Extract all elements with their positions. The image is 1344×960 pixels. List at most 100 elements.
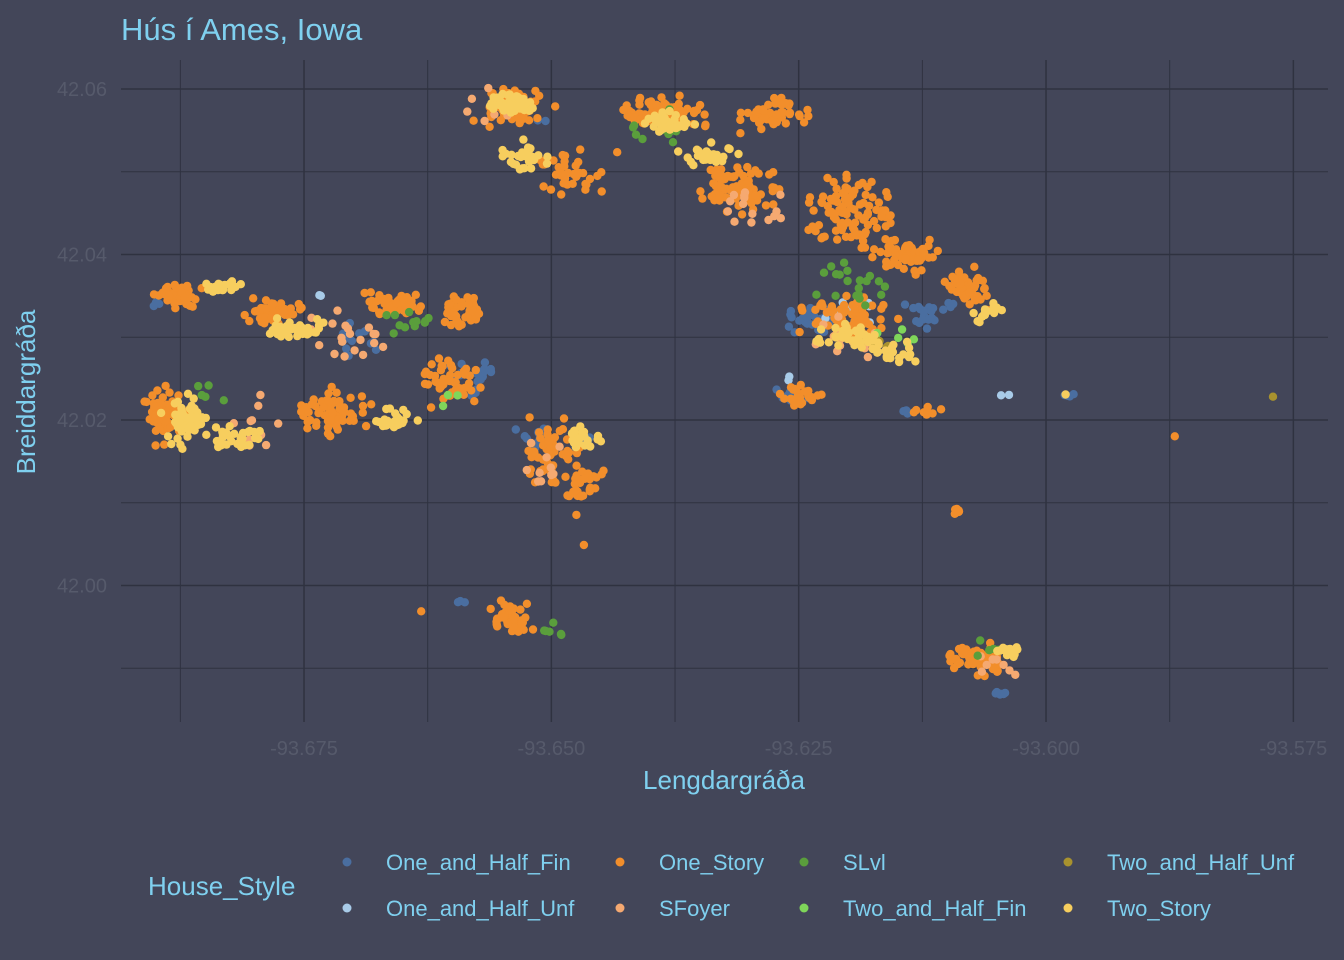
data-point xyxy=(249,294,258,303)
data-point xyxy=(493,93,503,102)
data-point xyxy=(579,540,589,550)
data-point xyxy=(180,293,189,303)
data-point xyxy=(332,388,341,397)
data-point xyxy=(293,328,303,338)
data-point xyxy=(326,416,335,425)
data-point xyxy=(453,391,462,400)
data-point xyxy=(876,315,885,324)
data-point xyxy=(350,346,359,355)
data-point xyxy=(304,408,313,417)
data-point xyxy=(829,196,838,205)
data-point xyxy=(528,625,538,634)
data-point xyxy=(525,413,534,422)
data-point xyxy=(869,245,879,254)
data-point xyxy=(463,107,472,116)
data-point xyxy=(880,282,890,291)
data-point xyxy=(613,148,622,157)
legend-key-dot xyxy=(342,857,352,867)
data-point xyxy=(776,214,785,223)
data-point xyxy=(148,391,157,400)
data-point xyxy=(161,381,170,391)
data-point xyxy=(830,210,839,219)
data-point xyxy=(250,307,260,316)
legend-label: One_and_Half_Fin xyxy=(386,850,571,875)
data-point xyxy=(828,308,837,317)
data-point xyxy=(449,308,458,317)
data-point xyxy=(833,235,842,244)
data-point xyxy=(324,389,333,398)
data-point xyxy=(859,215,868,224)
data-point xyxy=(882,257,891,266)
data-point xyxy=(851,326,861,335)
data-point xyxy=(706,154,715,164)
data-point xyxy=(261,440,271,450)
data-point xyxy=(819,268,829,277)
data-point xyxy=(501,103,510,112)
legend-label: One_and_Half_Unf xyxy=(386,896,575,921)
ticks-layer: -93.675 -93.650 -93.625 -93.600 -93.575 42.00… xyxy=(57,79,1327,760)
data-point xyxy=(314,407,324,417)
data-point xyxy=(806,394,815,403)
data-point xyxy=(823,173,832,183)
legend-label: SFoyer xyxy=(659,896,730,921)
data-point xyxy=(549,469,558,479)
data-point xyxy=(597,187,606,196)
data-point xyxy=(164,291,174,300)
data-point xyxy=(533,114,542,123)
data-point xyxy=(883,248,892,258)
data-point xyxy=(197,390,206,400)
data-point xyxy=(542,159,552,168)
data-point xyxy=(256,390,265,400)
data-point xyxy=(303,417,312,426)
data-point xyxy=(560,162,569,171)
data-point xyxy=(297,303,306,312)
data-point xyxy=(855,276,865,285)
data-point xyxy=(426,403,436,412)
data-point xyxy=(890,236,899,245)
data-point xyxy=(709,179,718,188)
data-point xyxy=(523,143,533,152)
data-point xyxy=(151,441,160,450)
legend-label: Two_Story xyxy=(1107,896,1211,921)
data-point xyxy=(315,341,324,350)
data-point xyxy=(838,333,847,342)
data-point xyxy=(172,419,181,429)
data-point xyxy=(780,394,789,403)
data-point xyxy=(809,206,818,215)
data-point xyxy=(191,413,201,422)
data-point xyxy=(161,284,171,293)
data-point xyxy=(695,100,705,110)
data-point xyxy=(715,168,724,177)
data-point xyxy=(843,266,852,275)
data-point xyxy=(414,306,424,315)
data-point xyxy=(280,306,289,315)
data-point xyxy=(910,266,919,275)
data-point xyxy=(274,419,283,428)
data-point xyxy=(689,161,698,170)
data-point xyxy=(996,391,1006,400)
data-point xyxy=(417,607,426,616)
data-point xyxy=(854,284,863,293)
data-point xyxy=(480,116,489,126)
data-point xyxy=(652,100,661,110)
data-point xyxy=(596,437,606,446)
data-point xyxy=(364,323,374,332)
data-point xyxy=(877,212,886,221)
data-point xyxy=(486,367,496,377)
data-point xyxy=(174,391,183,400)
x-tick-label: -93.675 xyxy=(270,738,338,760)
data-point xyxy=(831,323,840,333)
data-point xyxy=(572,510,581,520)
data-point xyxy=(764,100,773,110)
data-point xyxy=(312,421,321,430)
data-point xyxy=(817,390,826,399)
legend-key-dot xyxy=(342,903,352,913)
data-point xyxy=(440,317,450,327)
data-point xyxy=(254,401,263,410)
data-point xyxy=(265,329,275,338)
data-point xyxy=(784,322,794,331)
data-point xyxy=(881,346,890,355)
data-point xyxy=(855,200,865,209)
data-point xyxy=(903,242,912,251)
